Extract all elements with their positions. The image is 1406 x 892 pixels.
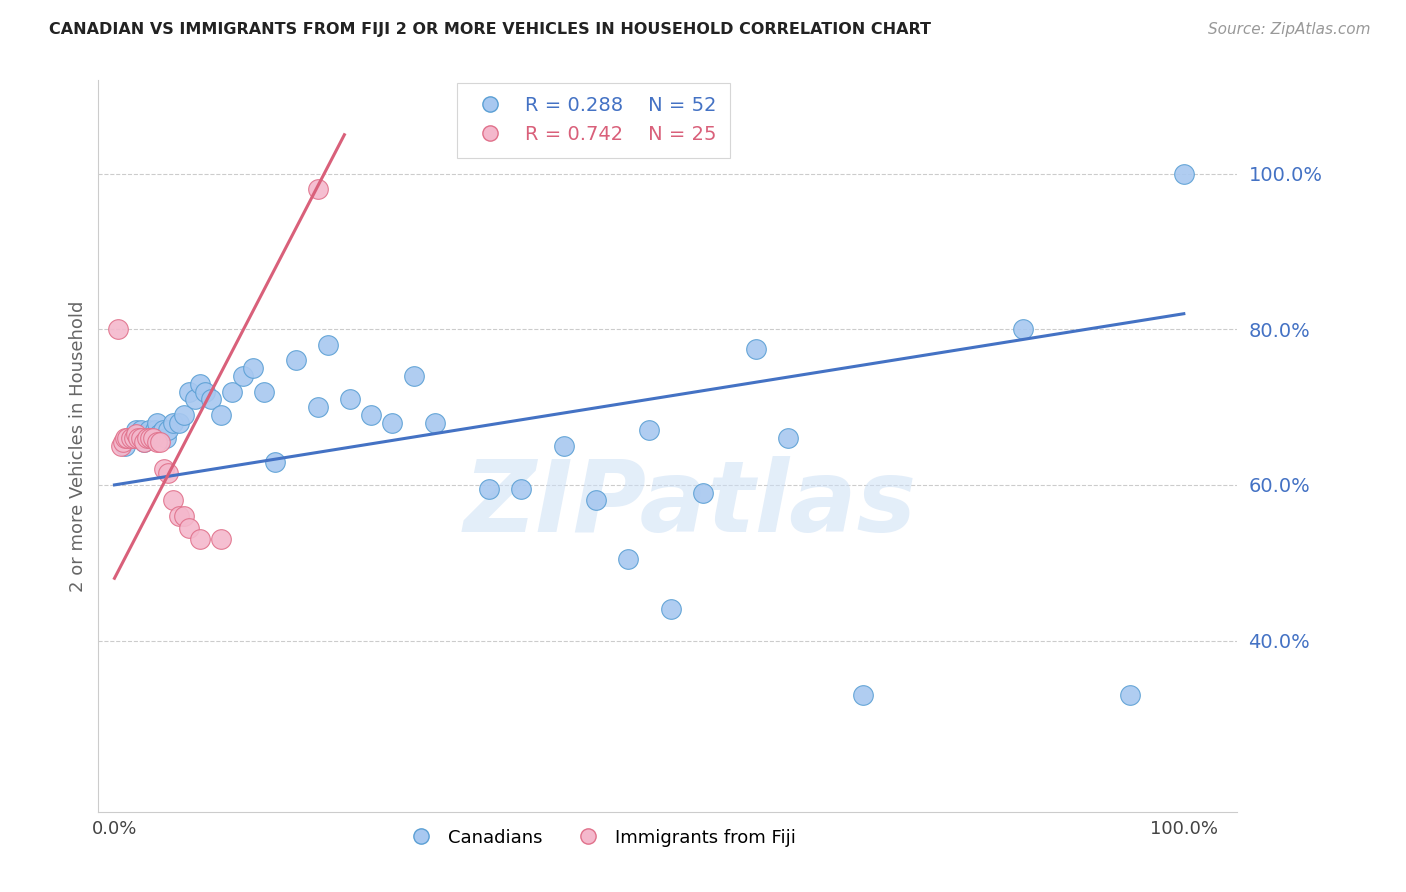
Point: [179, 384, 201, 399]
Point: [285, 353, 308, 368]
Point: [110, 439, 132, 453]
Point: [242, 361, 264, 376]
Point: [122, 431, 145, 445]
Point: [745, 342, 768, 356]
Point: [1012, 322, 1035, 336]
Point: [852, 688, 875, 702]
Point: [360, 408, 382, 422]
Point: [142, 431, 165, 445]
Point: [1045, 863, 1067, 877]
Point: [152, 462, 174, 476]
Text: CANADIAN VS IMMIGRANTS FROM FIJI 2 OR MORE VEHICLES IN HOUSEHOLD CORRELATION CHA: CANADIAN VS IMMIGRANTS FROM FIJI 2 OR MO…: [49, 22, 931, 37]
Point: [120, 431, 142, 445]
Legend: Canadians, Immigrants from Fiji: Canadians, Immigrants from Fiji: [396, 822, 803, 854]
Point: [135, 427, 157, 442]
Point: [425, 416, 447, 430]
Point: [232, 368, 254, 383]
Text: Source: ZipAtlas.com: Source: ZipAtlas.com: [1208, 22, 1371, 37]
Point: [659, 602, 682, 616]
Point: [155, 431, 177, 445]
Point: [167, 416, 190, 430]
Point: [402, 368, 425, 383]
Point: [114, 439, 136, 453]
Point: [179, 521, 201, 535]
Point: [209, 533, 232, 547]
Point: [127, 431, 149, 445]
Point: [381, 416, 404, 430]
Point: [200, 392, 222, 407]
Point: [188, 376, 211, 391]
Point: [148, 427, 170, 442]
Point: [125, 424, 148, 438]
Point: [778, 431, 800, 445]
Point: [209, 408, 232, 422]
Point: [139, 431, 162, 445]
Point: [143, 424, 166, 438]
Y-axis label: 2 or more Vehicles in Household: 2 or more Vehicles in Household: [69, 301, 87, 591]
Point: [339, 392, 361, 407]
Point: [307, 400, 329, 414]
Point: [253, 384, 276, 399]
Point: [117, 431, 139, 445]
Point: [194, 384, 217, 399]
Point: [134, 435, 156, 450]
Point: [127, 431, 149, 445]
Point: [183, 392, 205, 407]
Point: [1173, 167, 1195, 181]
Point: [152, 424, 174, 438]
Point: [638, 424, 661, 438]
Point: [553, 439, 575, 453]
Point: [146, 435, 169, 450]
Point: [156, 467, 179, 481]
Point: [509, 482, 531, 496]
Point: [149, 435, 172, 450]
Point: [129, 424, 152, 438]
Point: [221, 384, 243, 399]
Point: [585, 493, 607, 508]
Point: [478, 482, 501, 496]
Point: [1119, 688, 1142, 702]
Point: [141, 431, 163, 445]
Point: [173, 408, 195, 422]
Point: [173, 509, 195, 524]
Point: [162, 416, 184, 430]
Point: [616, 551, 638, 566]
Point: [135, 431, 157, 445]
Point: [111, 435, 134, 450]
Point: [307, 182, 329, 196]
Point: [263, 454, 285, 468]
Point: [125, 427, 148, 442]
Point: [138, 424, 160, 438]
Point: [146, 416, 169, 430]
Point: [156, 424, 179, 438]
Point: [162, 493, 184, 508]
Point: [134, 435, 156, 450]
Point: [167, 509, 190, 524]
Point: [129, 431, 152, 445]
Point: [107, 322, 129, 336]
Point: [114, 431, 136, 445]
Point: [318, 338, 340, 352]
Point: [692, 485, 714, 500]
Point: [188, 533, 211, 547]
Point: [120, 431, 142, 445]
Text: ZIPatlas: ZIPatlas: [464, 456, 917, 553]
